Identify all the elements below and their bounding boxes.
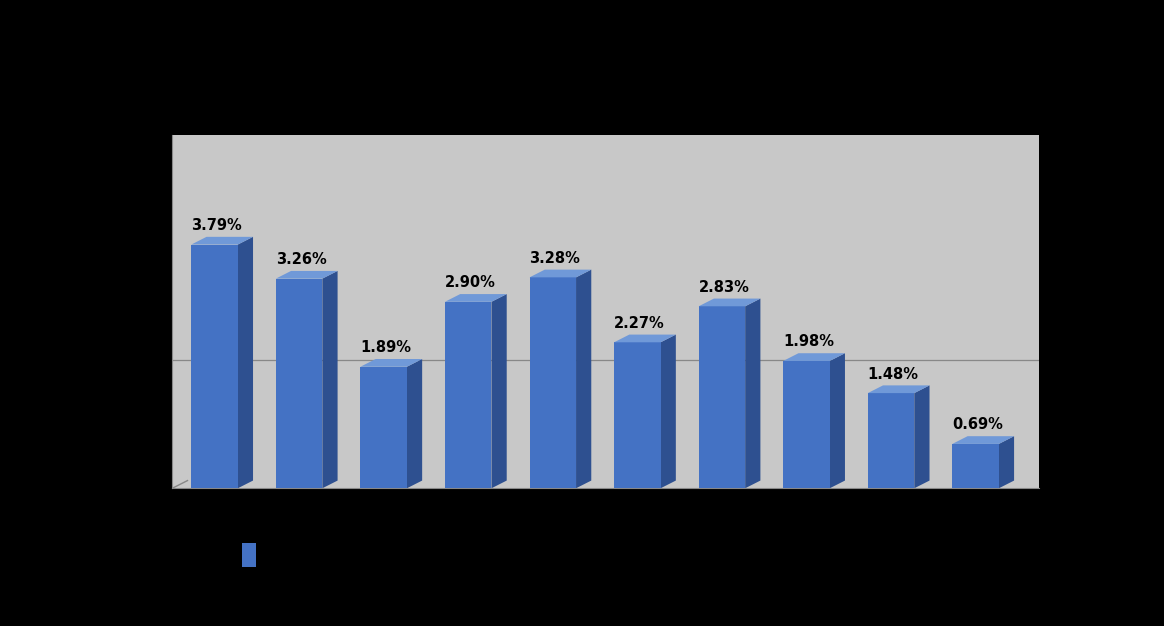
Polygon shape (745, 299, 760, 488)
Polygon shape (952, 444, 999, 488)
Polygon shape (576, 270, 591, 488)
Polygon shape (698, 306, 745, 488)
Text: 2.90%: 2.90% (445, 275, 496, 290)
Polygon shape (615, 334, 676, 342)
Polygon shape (407, 359, 423, 488)
Text: 3.26%: 3.26% (276, 252, 327, 267)
Polygon shape (445, 302, 491, 488)
Polygon shape (783, 353, 845, 361)
Polygon shape (868, 393, 914, 488)
Polygon shape (868, 386, 930, 393)
Text: 3.28%: 3.28% (530, 251, 581, 266)
Text: 3.79%: 3.79% (191, 218, 242, 233)
Polygon shape (191, 237, 253, 245)
Polygon shape (491, 294, 506, 488)
Polygon shape (276, 279, 322, 488)
Polygon shape (615, 342, 661, 488)
Text: 0.69%: 0.69% (952, 418, 1003, 433)
Polygon shape (698, 299, 760, 306)
Polygon shape (952, 436, 1014, 444)
Polygon shape (361, 367, 407, 488)
Polygon shape (445, 294, 506, 302)
Text: 2.27%: 2.27% (615, 316, 665, 331)
Polygon shape (361, 359, 423, 367)
Polygon shape (191, 245, 237, 488)
Polygon shape (530, 270, 591, 277)
Text: 1.89%: 1.89% (361, 340, 411, 355)
Polygon shape (237, 237, 253, 488)
Polygon shape (530, 277, 576, 488)
Text: 1.48%: 1.48% (868, 367, 918, 381)
Polygon shape (276, 271, 338, 279)
Polygon shape (830, 353, 845, 488)
Polygon shape (999, 436, 1014, 488)
Text: 1.98%: 1.98% (783, 334, 835, 349)
Polygon shape (661, 334, 676, 488)
Text: 2.83%: 2.83% (698, 280, 750, 295)
Polygon shape (914, 386, 930, 488)
Polygon shape (322, 271, 338, 488)
Polygon shape (783, 361, 830, 488)
